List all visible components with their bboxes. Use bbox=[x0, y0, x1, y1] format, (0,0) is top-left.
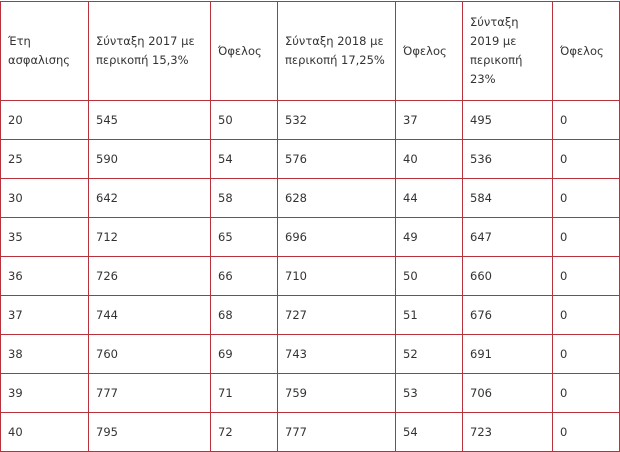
table-cell: 545 bbox=[88, 100, 211, 140]
table-cell: 628 bbox=[277, 178, 396, 218]
table-cell: 495 bbox=[462, 100, 553, 140]
table-cell: 706 bbox=[462, 373, 553, 413]
table-cell: 39 bbox=[0, 373, 89, 413]
table-cell: 71 bbox=[210, 373, 278, 413]
table-row: 39 777 71 759 53 706 0 bbox=[0, 373, 620, 413]
table-cell: 0 bbox=[552, 139, 620, 179]
table-cell: 50 bbox=[395, 256, 463, 296]
table-cell: 712 bbox=[88, 217, 211, 257]
table-cell: 20 bbox=[0, 100, 89, 140]
table-cell: 65 bbox=[210, 217, 278, 257]
table-cell: 759 bbox=[277, 373, 396, 413]
table-cell: 30 bbox=[0, 178, 89, 218]
table-row: 38 760 69 743 52 691 0 bbox=[0, 334, 620, 374]
table-cell: 710 bbox=[277, 256, 396, 296]
table-cell: 38 bbox=[0, 334, 89, 374]
table-cell: 35 bbox=[0, 217, 89, 257]
table-cell: 536 bbox=[462, 139, 553, 179]
table-cell: 54 bbox=[210, 139, 278, 179]
table-cell: 68 bbox=[210, 295, 278, 335]
table-cell: 744 bbox=[88, 295, 211, 335]
table-cell: 647 bbox=[462, 217, 553, 257]
table-row: 37 744 68 727 51 676 0 bbox=[0, 295, 620, 335]
table-row: 25 590 54 576 40 536 0 bbox=[0, 139, 620, 179]
table-cell: 52 bbox=[395, 334, 463, 374]
table-cell: 532 bbox=[277, 100, 396, 140]
table-cell: 691 bbox=[462, 334, 553, 374]
table-cell: 660 bbox=[462, 256, 553, 296]
table-cell: 53 bbox=[395, 373, 463, 413]
table-row: 40 795 72 777 54 723 0 bbox=[0, 412, 620, 452]
table-cell: 0 bbox=[552, 100, 620, 140]
table-cell: 25 bbox=[0, 139, 89, 179]
table-cell: 777 bbox=[88, 373, 211, 413]
table-cell: 54 bbox=[395, 412, 463, 452]
table-cell: 37 bbox=[395, 100, 463, 140]
table-cell: 727 bbox=[277, 295, 396, 335]
table-cell: 66 bbox=[210, 256, 278, 296]
table-cell: 0 bbox=[552, 217, 620, 257]
table-row: 20 545 50 532 37 495 0 bbox=[0, 100, 620, 140]
table-row: 30 642 58 628 44 584 0 bbox=[0, 178, 620, 218]
table-cell: 723 bbox=[462, 412, 553, 452]
header-benefit-2018: Όφελος bbox=[395, 1, 463, 101]
table-cell: 37 bbox=[0, 295, 89, 335]
table-cell: 642 bbox=[88, 178, 211, 218]
table-cell: 69 bbox=[210, 334, 278, 374]
table-cell: 40 bbox=[0, 412, 89, 452]
table-cell: 696 bbox=[277, 217, 396, 257]
table-cell: 726 bbox=[88, 256, 211, 296]
table-cell: 40 bbox=[395, 139, 463, 179]
table-row: 35 712 65 696 49 647 0 bbox=[0, 217, 620, 257]
table-cell: 49 bbox=[395, 217, 463, 257]
table-cell: 0 bbox=[552, 295, 620, 335]
table-cell: 676 bbox=[462, 295, 553, 335]
table-cell: 590 bbox=[88, 139, 211, 179]
table-cell: 0 bbox=[552, 412, 620, 452]
table-cell: 0 bbox=[552, 256, 620, 296]
header-years: Έτη ασφαλισης bbox=[0, 1, 89, 101]
table-cell: 743 bbox=[277, 334, 396, 374]
table-cell: 72 bbox=[210, 412, 278, 452]
table-cell: 0 bbox=[552, 178, 620, 218]
table-cell: 44 bbox=[395, 178, 463, 218]
table-cell: 0 bbox=[552, 334, 620, 374]
table-cell: 584 bbox=[462, 178, 553, 218]
table-cell: 795 bbox=[88, 412, 211, 452]
table-cell: 0 bbox=[552, 373, 620, 413]
header-benefit-2019: Όφελος bbox=[552, 1, 620, 101]
table-cell: 50 bbox=[210, 100, 278, 140]
table-cell: 36 bbox=[0, 256, 89, 296]
header-benefit-2017: Όφελος bbox=[210, 1, 278, 101]
table-cell: 777 bbox=[277, 412, 396, 452]
header-pension-2018: Σύνταξη 2018 με περικοπή 17,25% bbox=[277, 1, 396, 101]
table-cell: 760 bbox=[88, 334, 211, 374]
table-cell: 51 bbox=[395, 295, 463, 335]
table-cell: 58 bbox=[210, 178, 278, 218]
table-row: 36 726 66 710 50 660 0 bbox=[0, 256, 620, 296]
header-pension-2019: Σύνταξη 2019 με περικοπή 23% bbox=[462, 1, 553, 101]
table-header-row: Έτη ασφαλισης Σύνταξη 2017 με περικοπή 1… bbox=[0, 1, 620, 101]
table-cell: 576 bbox=[277, 139, 396, 179]
header-pension-2017: Σύνταξη 2017 με περικοπή 15,3% bbox=[88, 1, 211, 101]
